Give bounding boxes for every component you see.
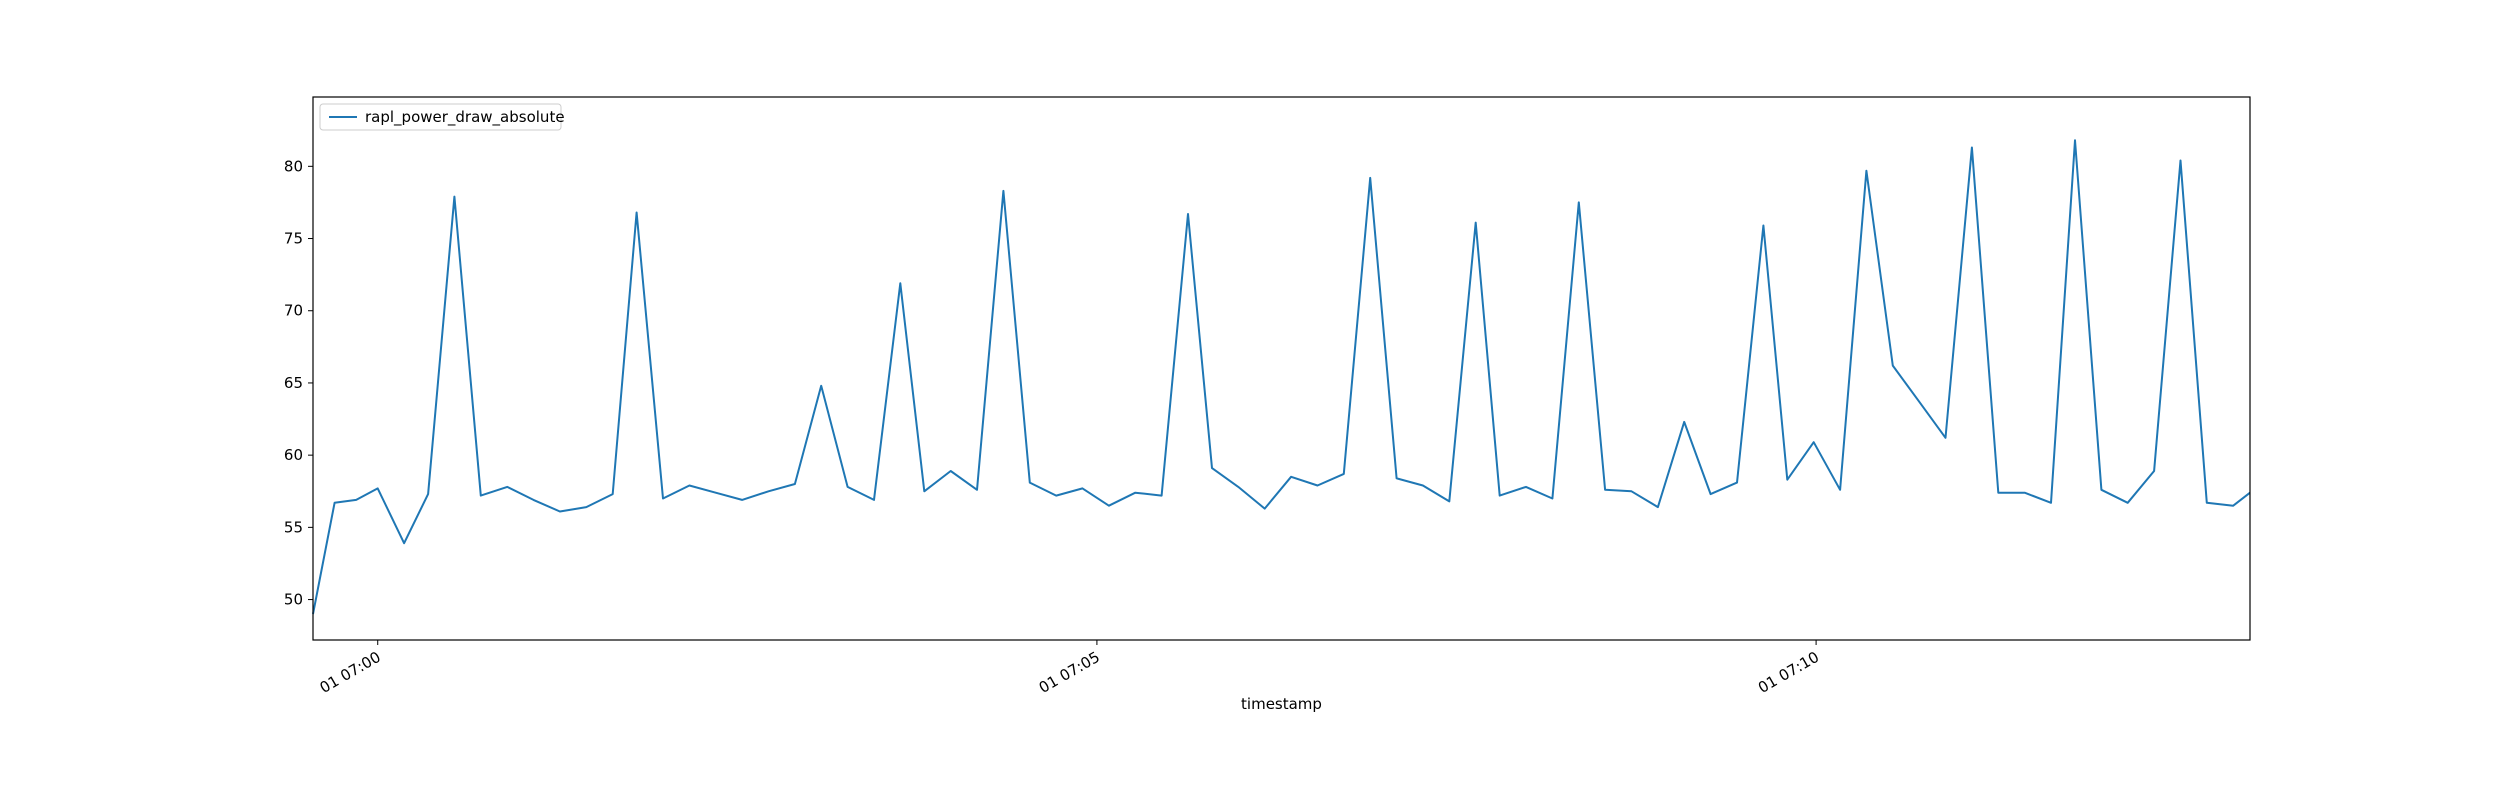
legend-box <box>319 103 562 131</box>
y-tick-label: 75 <box>284 230 303 248</box>
y-tick-label: 80 <box>284 157 303 175</box>
x-axis-label: timestamp <box>1241 695 1322 713</box>
legend-label: rapl_power_draw_absolute <box>365 108 565 127</box>
y-tick-label: 60 <box>284 446 303 464</box>
plot-frame <box>312 96 2251 641</box>
y-axis: 50 55 60 65 70 75 80 <box>284 157 313 609</box>
series-line <box>312 139 2251 615</box>
series-layer <box>312 139 2251 615</box>
y-tick-label: 55 <box>284 518 303 536</box>
y-tick-label: 50 <box>284 591 303 609</box>
y-tick-label: 65 <box>284 374 303 392</box>
legend: rapl_power_draw_absolute <box>319 103 565 131</box>
y-tick-label: 70 <box>284 302 303 320</box>
